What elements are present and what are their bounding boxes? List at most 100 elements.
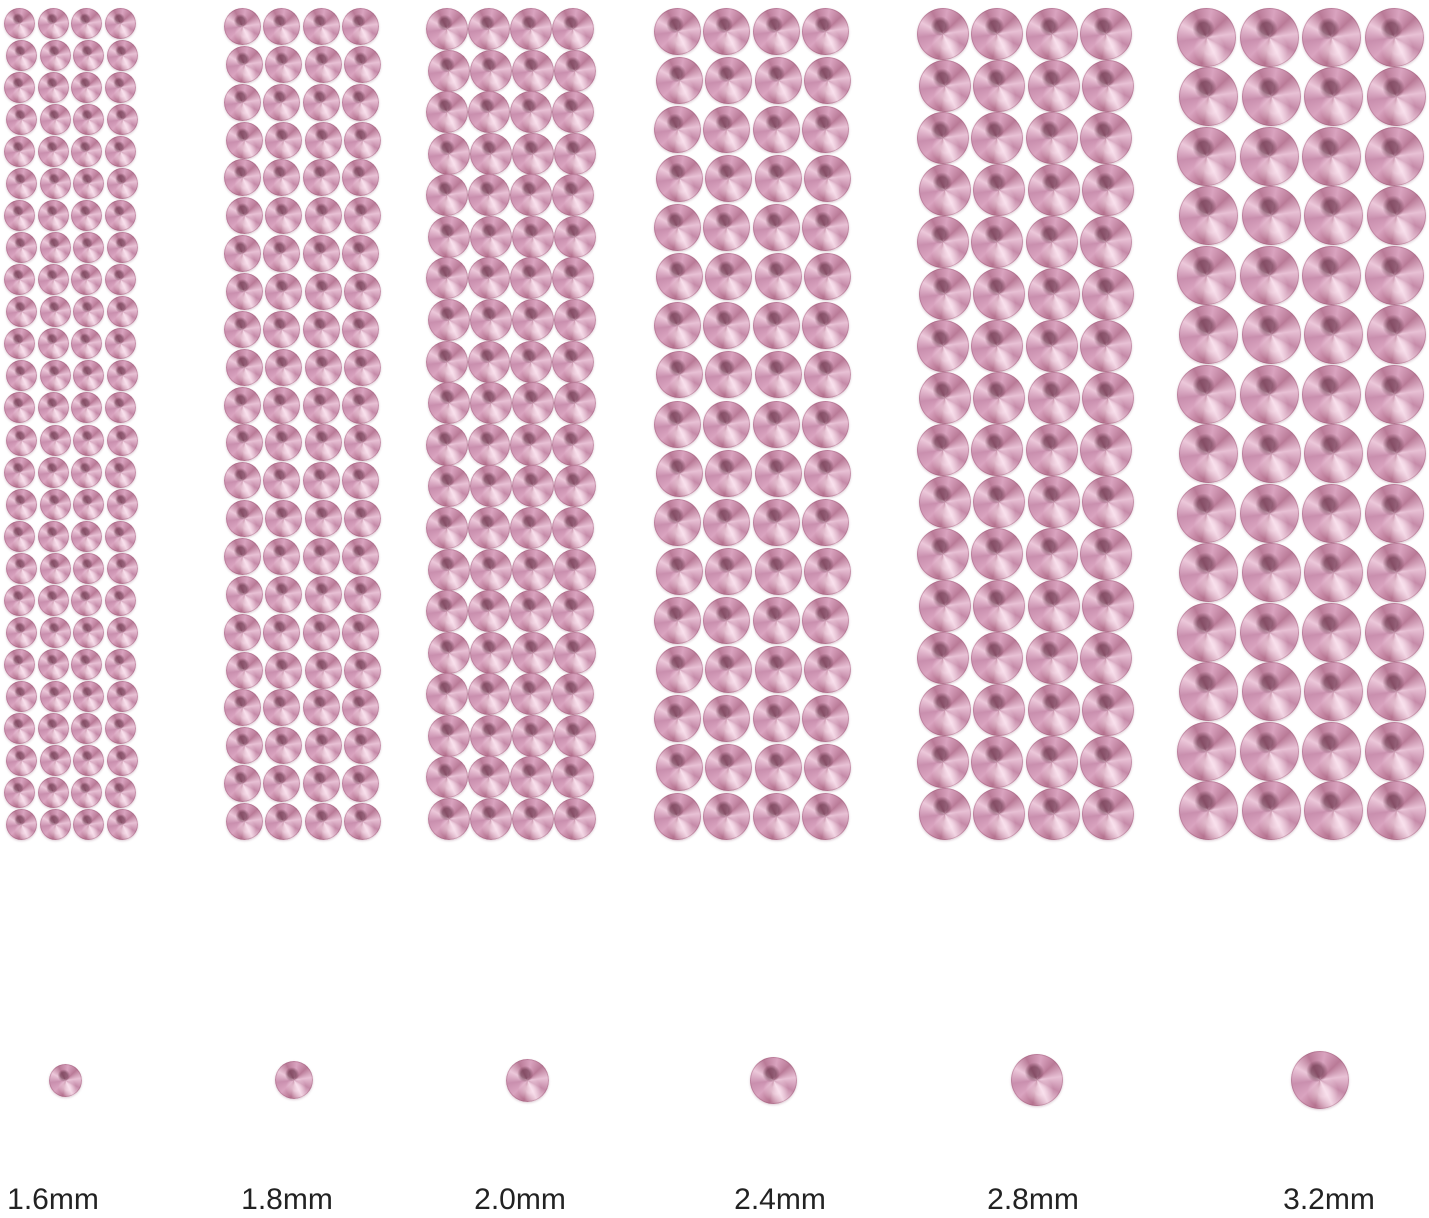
stone (73, 424, 105, 456)
stone (971, 632, 1024, 684)
stone (302, 8, 340, 45)
stone (470, 382, 512, 425)
stone (1304, 186, 1364, 246)
stone (4, 328, 35, 360)
stone (426, 340, 468, 383)
stone (105, 136, 136, 168)
stone (1367, 424, 1426, 484)
stone (654, 204, 701, 252)
stone (4, 200, 35, 232)
stone (73, 104, 105, 136)
stone (705, 253, 753, 301)
stone (654, 8, 701, 55)
stone (554, 49, 596, 92)
stone (4, 136, 35, 168)
stone (752, 204, 800, 252)
stone (1304, 424, 1364, 484)
stone (39, 40, 71, 72)
stone (342, 386, 379, 424)
stone (39, 809, 71, 840)
stone (510, 8, 552, 50)
single-stone-sample (1011, 1054, 1063, 1106)
stone (1239, 8, 1299, 67)
stone (1365, 8, 1424, 67)
stone (752, 694, 800, 742)
stone (1177, 483, 1236, 543)
stone (919, 60, 971, 112)
stone (37, 648, 69, 680)
stone (263, 765, 301, 803)
stone (6, 168, 37, 200)
stone (344, 45, 381, 83)
stone (1239, 245, 1299, 305)
stone (342, 613, 379, 651)
stone (1367, 662, 1426, 722)
stone (703, 400, 751, 448)
stone (71, 136, 103, 168)
stone (510, 673, 552, 716)
stone (1241, 662, 1301, 722)
stone (552, 423, 594, 466)
stone (971, 320, 1024, 372)
stone (802, 694, 849, 742)
stone (428, 299, 470, 342)
stone (105, 648, 136, 680)
stone (917, 736, 969, 788)
stone (73, 40, 105, 72)
stone (71, 392, 103, 424)
stone (1365, 245, 1424, 305)
stone (1367, 781, 1426, 840)
stone (802, 400, 849, 448)
stone (971, 424, 1024, 476)
stone (802, 302, 849, 350)
stone (468, 590, 510, 633)
stone (105, 520, 136, 552)
stone (1365, 364, 1424, 424)
stone (4, 648, 35, 680)
stone (344, 500, 381, 538)
stone (4, 584, 35, 616)
stone (226, 121, 263, 159)
size-label: 1.8mm (241, 1183, 333, 1216)
stone (6, 360, 37, 392)
stone (1241, 305, 1301, 365)
stone (552, 174, 594, 217)
stone (1025, 424, 1078, 476)
stone (426, 174, 468, 217)
stone (1179, 781, 1238, 840)
stone (1302, 364, 1362, 424)
stone (1302, 245, 1362, 305)
stone (426, 423, 468, 466)
stone (470, 132, 512, 175)
stone (265, 45, 303, 83)
stone (1027, 684, 1080, 736)
stone (552, 257, 594, 300)
stone (656, 547, 703, 595)
stone (304, 500, 342, 538)
stone (654, 694, 701, 742)
stone (1241, 543, 1301, 603)
stone (1177, 364, 1236, 424)
stone (304, 651, 342, 689)
stone (703, 596, 751, 644)
stone (39, 488, 71, 520)
stone (705, 743, 753, 791)
stone (226, 197, 263, 235)
stone (510, 340, 552, 383)
stone (265, 348, 303, 386)
stone (37, 72, 69, 104)
stone (804, 155, 851, 203)
stone (705, 547, 753, 595)
stone (37, 328, 69, 360)
stone (804, 351, 851, 399)
stone (426, 257, 468, 300)
stone (1302, 483, 1362, 543)
stone (37, 264, 69, 296)
stone (344, 197, 381, 235)
stone (804, 547, 851, 595)
stone (754, 57, 802, 105)
stone (1025, 8, 1078, 60)
stone (1302, 8, 1362, 67)
stone (470, 465, 512, 508)
stone (470, 631, 512, 674)
